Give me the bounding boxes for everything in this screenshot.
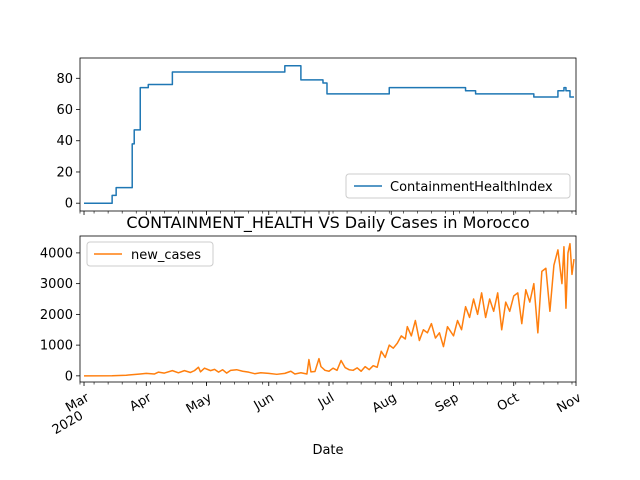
bottom-ytick-label: 0: [65, 369, 73, 384]
bottom-axes: CONTAINMENT_HEALTH VS Daily Cases in Mor…: [40, 213, 584, 458]
top-ytick-label: 20: [56, 165, 73, 180]
bottom-y-axis: 0 1000 2000 3000 4000: [40, 246, 80, 384]
top-series-group: [84, 65, 574, 204]
top-legend-box: [345, 173, 571, 199]
x-tick-label: Jun: [251, 390, 277, 414]
bottom-ytick-label: 1000: [40, 339, 73, 354]
x-tick-label: Jul: [315, 390, 337, 411]
x-tick-sublabel: 2020: [50, 408, 86, 438]
top-series-line: [84, 65, 574, 204]
x-tick-label: Oct: [495, 390, 522, 414]
top-ytick-label: 0: [65, 197, 73, 212]
bottom-series-line: [84, 242, 575, 377]
top-ytick-label: 80: [56, 72, 73, 87]
x-tick-label: Apr: [127, 390, 155, 415]
bottom-legend: new_cases: [86, 241, 214, 267]
top-axes: 0 20 40 60 80 ContainmentHealthIndex: [56, 57, 577, 215]
bottom-ytick-label: 4000: [40, 246, 73, 261]
bottom-legend-box: [86, 241, 214, 267]
x-tick-label: Nov: [555, 390, 585, 416]
bottom-ytick-label: 2000: [40, 308, 73, 323]
top-ytick-label: 40: [56, 134, 73, 149]
bottom-ytick-label: 3000: [40, 277, 73, 292]
chart-title: CONTAINMENT_HEALTH VS Daily Cases in Mor…: [126, 213, 529, 233]
top-ytick-label: 60: [56, 103, 73, 118]
top-legend: ContainmentHealthIndex: [345, 173, 571, 199]
x-tick-label: May: [184, 390, 215, 417]
top-x-axis: [79, 211, 577, 215]
x-axis-label: Date: [312, 443, 343, 458]
bottom-legend-label: new_cases: [131, 248, 201, 263]
top-y-axis: 0 20 40 60 80: [56, 72, 80, 212]
x-tick-label: Aug: [370, 390, 399, 416]
top-axes-frame: [79, 57, 577, 212]
x-tick-label: Sep: [433, 390, 462, 415]
top-legend-label: ContainmentHealthIndex: [390, 180, 553, 195]
bottom-series-group: [84, 242, 575, 377]
bottom-axes-frame: [79, 235, 577, 383]
